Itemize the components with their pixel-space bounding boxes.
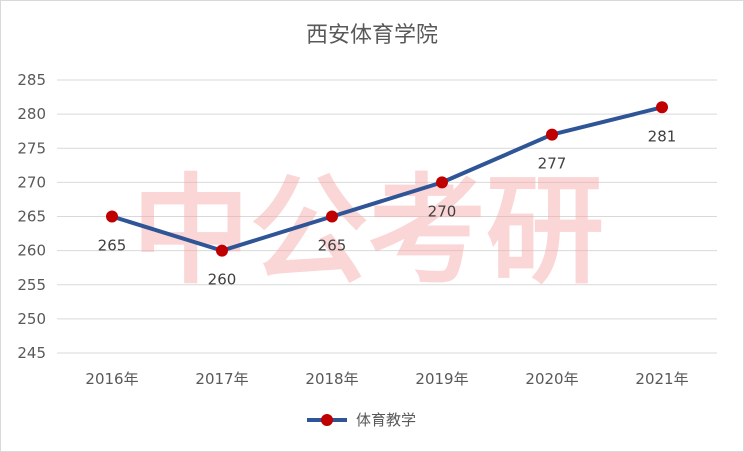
data-label: 265 bbox=[98, 237, 127, 255]
y-tick-label: 245 bbox=[17, 344, 46, 362]
x-tick-label: 2017年 bbox=[195, 370, 248, 388]
y-tick-label: 275 bbox=[17, 139, 46, 157]
y-tick-label: 255 bbox=[17, 276, 46, 294]
x-tick-label: 2021年 bbox=[635, 370, 688, 388]
y-tick-label: 270 bbox=[17, 173, 46, 191]
x-tick-label: 2016年 bbox=[85, 370, 138, 388]
y-tick-label: 260 bbox=[17, 242, 46, 260]
data-label: 270 bbox=[428, 202, 457, 220]
chart-title: 西安体育学院 bbox=[306, 23, 438, 48]
watermark: 中公考研 bbox=[132, 162, 604, 300]
data-label: 277 bbox=[538, 155, 567, 173]
data-point bbox=[436, 176, 448, 188]
legend-marker bbox=[321, 414, 333, 426]
data-label: 260 bbox=[208, 271, 237, 289]
data-point bbox=[216, 245, 228, 257]
x-tick-label: 2018年 bbox=[305, 370, 358, 388]
y-tick-label: 280 bbox=[17, 105, 46, 123]
y-tick-label: 250 bbox=[17, 310, 46, 328]
data-point bbox=[106, 211, 118, 223]
data-point bbox=[546, 129, 558, 141]
y-tick-label: 265 bbox=[17, 208, 46, 226]
x-tick-label: 2019年 bbox=[415, 370, 468, 388]
data-point bbox=[326, 211, 338, 223]
data-label: 265 bbox=[318, 237, 347, 255]
legend-label: 体育教学 bbox=[356, 411, 416, 429]
data-label: 281 bbox=[648, 127, 677, 145]
y-tick-label: 285 bbox=[17, 71, 46, 89]
x-tick-label: 2020年 bbox=[525, 370, 578, 388]
y-axis-ticks: 245 250 255 260 265 270 275 280 285 bbox=[17, 71, 46, 362]
data-point bbox=[656, 101, 668, 113]
